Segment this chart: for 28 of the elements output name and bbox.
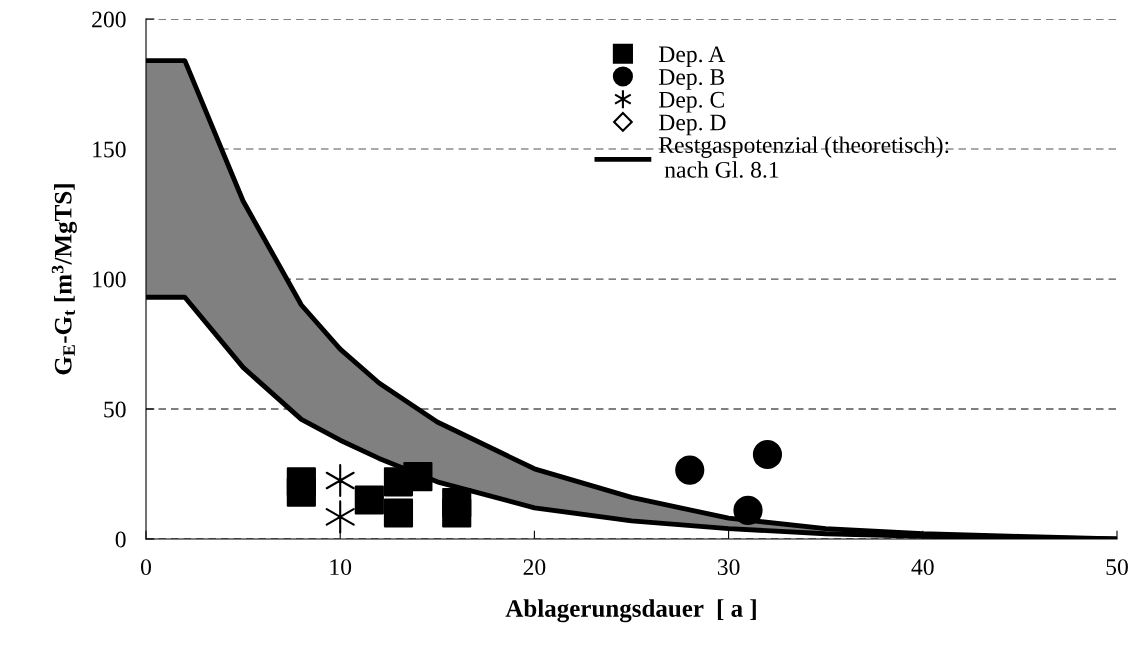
point — [325, 463, 355, 498]
x-tick-label: 20 — [523, 559, 546, 576]
x-tick-label: 50 — [1106, 559, 1128, 576]
legend-label: Dep. C — [659, 91, 724, 113]
point — [383, 498, 414, 528]
y-tick-label: 50 — [104, 401, 126, 418]
legend-label: Restgaspotenzial (theoretisch): nach Gl. 8.1 — [659, 136, 949, 178]
point — [733, 495, 763, 525]
x-tick-label: 40 — [911, 559, 934, 576]
point — [403, 462, 433, 492]
x-axis-title: Ablagerungsdauer [ a ] — [505, 599, 756, 623]
y-tick-label: 100 — [93, 271, 126, 288]
x-tick-label: 30 — [717, 559, 740, 576]
y-tick-label: 200 — [92, 11, 126, 28]
point — [286, 477, 316, 507]
legend-label: Dep. B — [659, 69, 725, 90]
point — [752, 439, 783, 470]
y-axis-title: G$_{E}$-G$_{t}$ [m$^{3}$/MgTS] — [51, 184, 77, 375]
point — [442, 498, 472, 528]
x-tick-label: 0 — [141, 559, 151, 576]
x-tick-label: 10 — [330, 559, 352, 576]
legend-label: Dep. D — [659, 114, 726, 136]
point — [325, 500, 355, 534]
point — [354, 485, 384, 515]
legend-label: Dep. A — [659, 46, 726, 68]
point — [675, 455, 705, 485]
y-tick-label: 150 — [93, 141, 126, 158]
y-tick-label: 0 — [115, 531, 126, 548]
